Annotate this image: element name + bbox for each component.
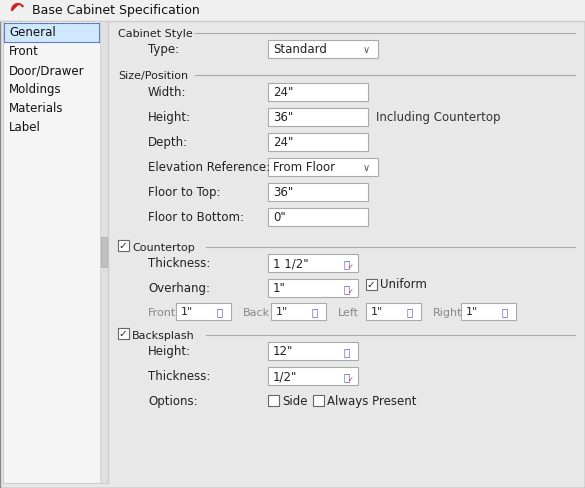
Text: Base Cabinet Specification: Base Cabinet Specification: [32, 4, 199, 18]
Bar: [0, 0, 585, 22]
Text: ∨: ∨: [363, 45, 370, 55]
Text: 24": 24": [273, 86, 293, 99]
Text: ✋: ✋: [344, 259, 350, 268]
Text: Overhang:: Overhang:: [148, 282, 210, 295]
Text: 1": 1": [273, 282, 286, 295]
Text: Type:: Type:: [148, 43, 179, 57]
Bar: [268, 134, 368, 152]
Text: ✓: ✓: [348, 264, 354, 269]
Text: ✋: ✋: [502, 306, 508, 316]
Text: Side: Side: [282, 395, 308, 407]
Text: Door/Drawer: Door/Drawer: [9, 64, 85, 77]
Text: 0": 0": [273, 211, 285, 224]
Bar: [268, 84, 368, 102]
Bar: [268, 183, 368, 202]
Text: Front: Front: [9, 45, 39, 59]
Bar: [366, 304, 421, 320]
Text: 1": 1": [371, 306, 383, 316]
Text: ✋: ✋: [344, 346, 350, 356]
Bar: [313, 395, 324, 406]
Text: Height:: Height:: [148, 345, 191, 358]
Text: Depth:: Depth:: [148, 136, 188, 149]
Text: 24": 24": [273, 136, 293, 149]
Text: ✋: ✋: [344, 371, 350, 381]
Text: 36": 36": [273, 186, 293, 199]
Bar: [268, 41, 378, 59]
Text: Floor to Top:: Floor to Top:: [148, 186, 221, 199]
Text: ✓: ✓: [348, 288, 354, 294]
Text: Moldings: Moldings: [9, 83, 61, 96]
Bar: [461, 304, 516, 320]
Bar: [118, 241, 129, 251]
Text: 12": 12": [273, 345, 293, 358]
Text: Width:: Width:: [148, 86, 187, 99]
Bar: [268, 280, 358, 297]
Text: Options:: Options:: [148, 395, 198, 407]
Text: Backsplash: Backsplash: [132, 330, 195, 340]
Bar: [118, 328, 129, 339]
Text: Standard: Standard: [273, 43, 327, 57]
Text: ✋: ✋: [312, 306, 318, 316]
Text: Label: Label: [9, 121, 41, 134]
Text: Including Countertop: Including Countertop: [376, 111, 501, 124]
Text: 1": 1": [181, 306, 193, 316]
Text: 36": 36": [273, 111, 293, 124]
Bar: [101, 238, 107, 267]
Text: From Floor: From Floor: [273, 161, 335, 174]
Text: ✋: ✋: [344, 284, 350, 293]
Text: ✓: ✓: [367, 280, 376, 289]
Text: 1/2": 1/2": [273, 370, 297, 383]
Text: ✓: ✓: [119, 328, 128, 338]
Text: Always Present: Always Present: [327, 395, 417, 407]
Text: Floor to Bottom:: Floor to Bottom:: [148, 211, 244, 224]
Bar: [4, 24, 99, 43]
Text: Front: Front: [148, 307, 176, 317]
Bar: [268, 109, 368, 127]
Text: Size/Position: Size/Position: [118, 71, 188, 81]
Text: Thickness:: Thickness:: [148, 370, 211, 383]
Text: ✓: ✓: [119, 241, 128, 250]
Bar: [268, 159, 378, 177]
Text: Height:: Height:: [148, 111, 191, 124]
Text: ✋: ✋: [407, 306, 413, 316]
Text: 1": 1": [466, 306, 479, 316]
Text: ∨: ∨: [363, 163, 370, 173]
Bar: [268, 208, 368, 226]
Bar: [176, 304, 231, 320]
Bar: [3, 22, 108, 483]
Text: Materials: Materials: [9, 102, 64, 115]
Text: General: General: [9, 26, 56, 40]
Text: Right: Right: [433, 307, 463, 317]
Text: Uniform: Uniform: [380, 278, 427, 291]
Bar: [268, 254, 358, 272]
Text: ✋: ✋: [217, 306, 223, 316]
Text: 1 1/2": 1 1/2": [273, 257, 309, 270]
Bar: [268, 367, 358, 385]
Text: Left: Left: [338, 307, 359, 317]
Bar: [271, 304, 326, 320]
Bar: [268, 342, 358, 360]
Bar: [4, 24, 99, 43]
Text: 1": 1": [276, 306, 288, 316]
Text: ✓: ✓: [348, 376, 354, 382]
Bar: [100, 22, 108, 483]
Text: Countertop: Countertop: [132, 243, 195, 252]
Text: Thickness:: Thickness:: [148, 257, 211, 270]
Bar: [268, 395, 279, 406]
Text: Cabinet Style: Cabinet Style: [118, 29, 192, 39]
Text: Elevation Reference:: Elevation Reference:: [148, 161, 270, 174]
Bar: [366, 280, 377, 290]
Text: Back: Back: [243, 307, 270, 317]
